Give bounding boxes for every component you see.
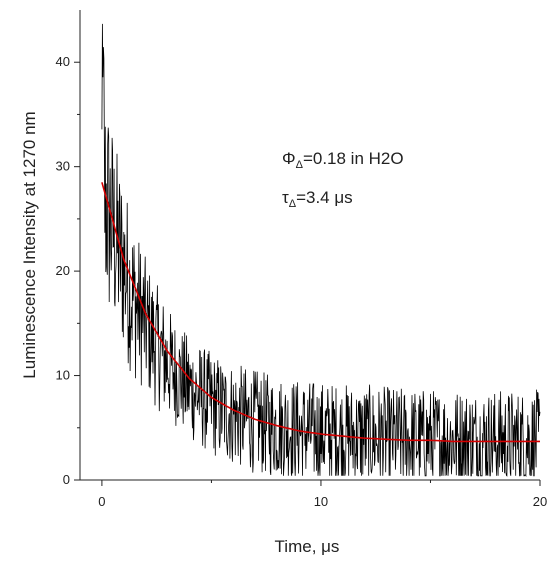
annotation-lifetime-symbol: τ [282,188,289,207]
annotation-lifetime-subscript: Δ [289,198,297,210]
series-fit-line [101,182,540,443]
x-axis-title: Time, μs [275,537,340,556]
annotation-quantum-yield-subscript: Δ [296,159,304,171]
x-tick-label: 20 [533,494,547,509]
y-tick-label: 0 [63,472,70,487]
y-axis-title: Luminescence Intensity at 1270 nm [20,111,39,378]
plot-area: 0 10 20 30 40 0 10 20 [56,10,547,509]
annotation-quantum-yield: ΦΔ=0.18 in H2O [282,149,404,171]
series-data-line [101,23,541,478]
x-ticks: 0 10 20 [98,480,547,509]
x-tick-label: 10 [314,494,328,509]
annotation-lifetime-text: =3.4 μs [296,188,353,207]
y-tick-label: 30 [56,159,70,174]
annotation-quantum-yield-text: =0.18 in H2O [303,149,404,168]
y-tick-label: 40 [56,54,70,69]
y-ticks: 0 10 20 30 40 [56,54,80,487]
x-tick-label: 0 [98,494,105,509]
annotation-quantum-yield-symbol: Φ [282,149,296,168]
annotation-lifetime: τΔ=3.4 μs [282,188,353,210]
y-tick-label: 20 [56,263,70,278]
y-tick-label: 10 [56,368,70,383]
